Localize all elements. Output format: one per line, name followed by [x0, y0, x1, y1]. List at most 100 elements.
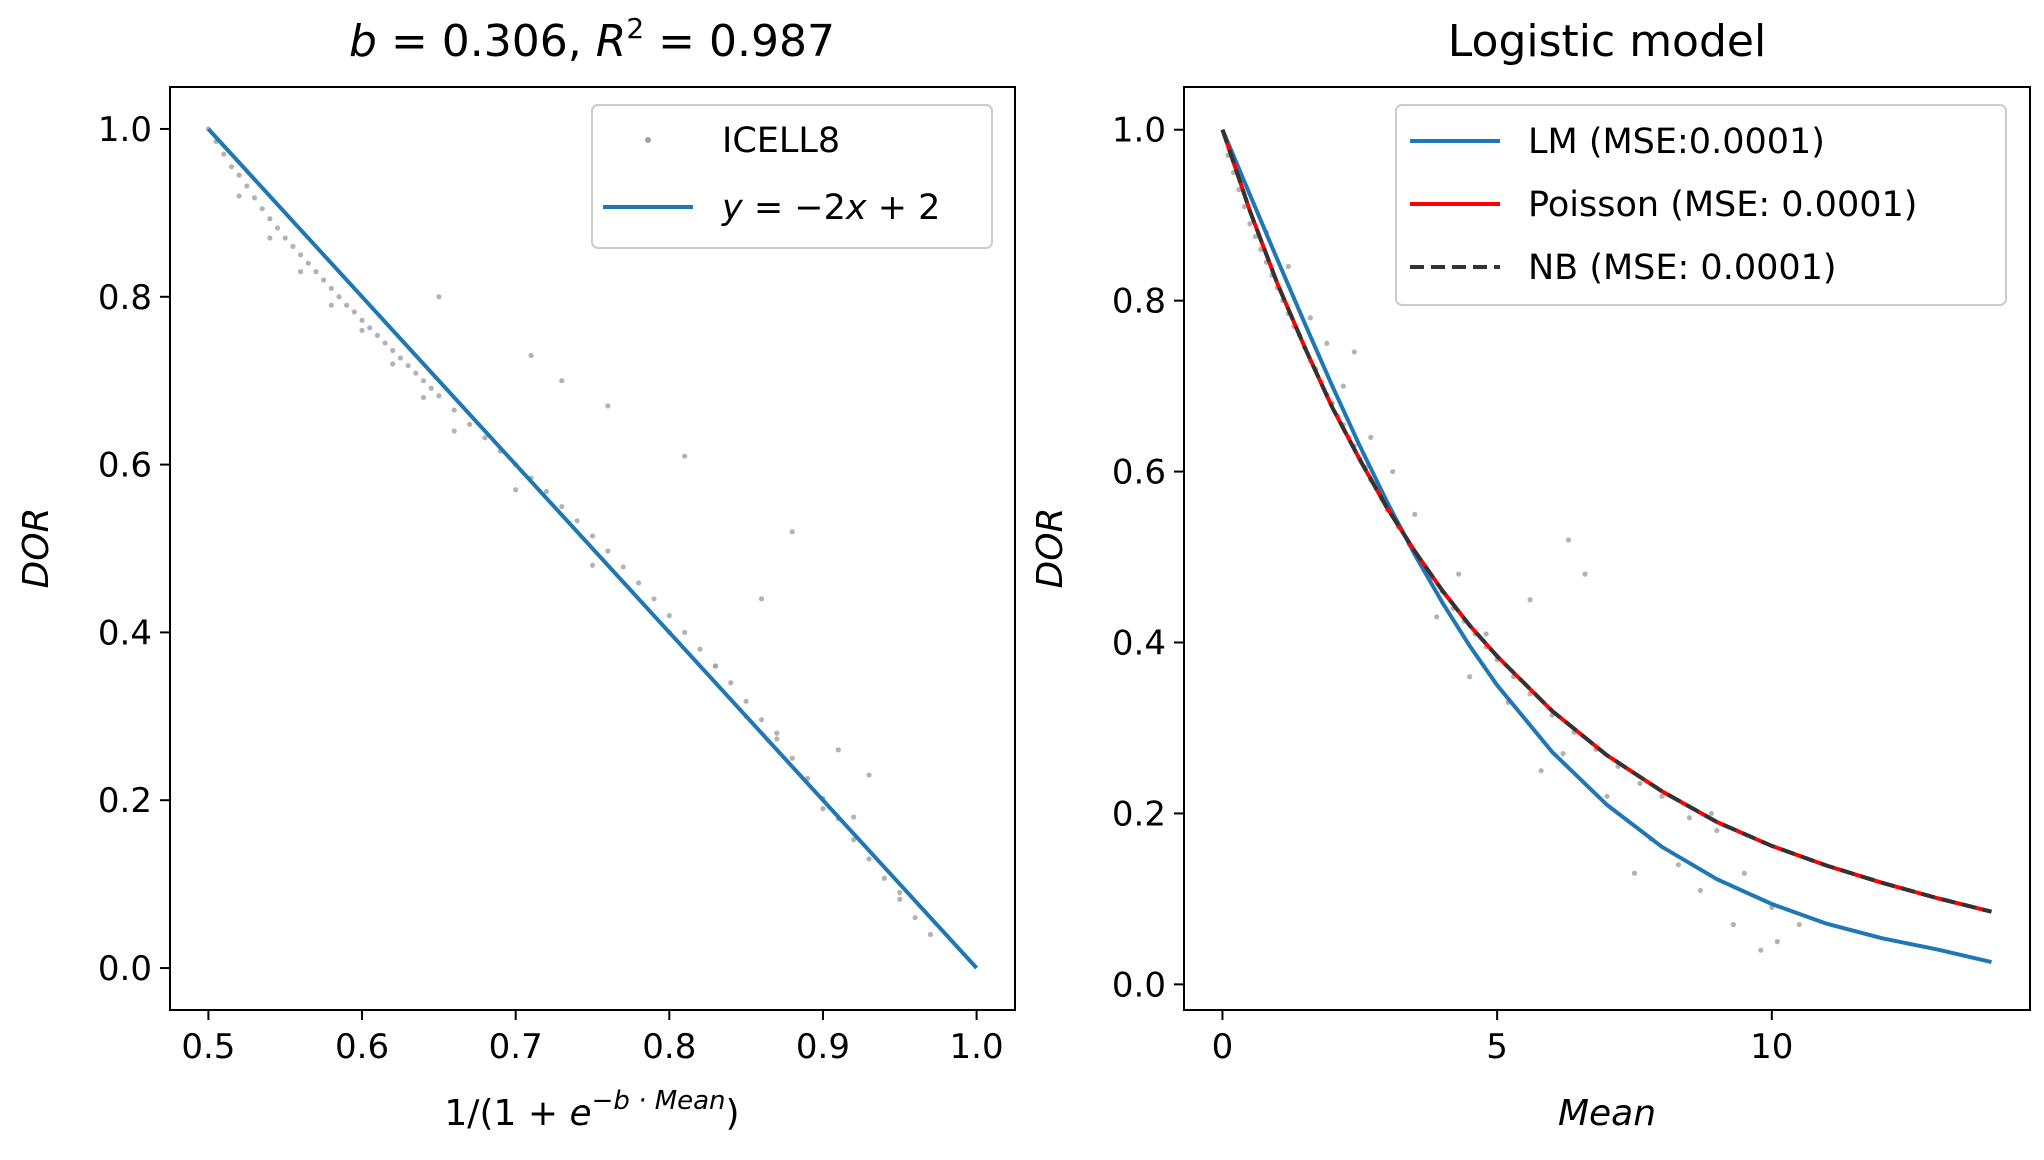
scatter-point	[1631, 870, 1638, 876]
x-tick-label: 1.0	[950, 1027, 1004, 1067]
scatter-point	[666, 613, 672, 619]
y-tick-label: 0.4	[98, 613, 152, 653]
scatter-point	[1697, 887, 1703, 893]
y-tick-label: 0.2	[1112, 794, 1166, 834]
scatter-point	[1637, 780, 1643, 787]
scatter-point	[758, 717, 765, 723]
scatter-point	[1675, 862, 1682, 868]
right-y-axis: 0.0 0.2 0.4 0.6 0.8 1.0	[1112, 111, 1184, 1005]
right-axes-frame	[1183, 86, 2031, 1011]
left-plot-area	[205, 126, 979, 970]
scatter-point	[390, 361, 396, 367]
right-chart: Logistic model 0 5 10 0.0 0.2 0.4 0.6 0.8 1.0 M…	[1030, 16, 2031, 1134]
scatter-point	[1714, 827, 1720, 834]
scatter-point	[413, 370, 419, 376]
left-legend: ICELL8 y = −2x + 2	[591, 104, 993, 249]
scatter-point	[451, 407, 457, 413]
right-x-axis-label: Mean	[1558, 1093, 1656, 1134]
scatter-point	[367, 325, 373, 331]
scatter-point	[282, 235, 288, 241]
scatter-point	[574, 518, 580, 524]
scatter-point	[835, 747, 841, 753]
scatter-point	[1434, 614, 1440, 620]
scatter-point	[1456, 571, 1462, 577]
scatter-point	[881, 875, 888, 881]
x-tick-label: 0.6	[335, 1027, 389, 1067]
scatter-point	[290, 243, 296, 250]
scatter-point	[897, 889, 903, 896]
scatter-point	[712, 663, 719, 669]
scatter-point	[774, 736, 780, 742]
scatter-point	[1565, 537, 1572, 543]
scatter-point	[1686, 815, 1693, 821]
scatter-point	[1247, 221, 1253, 227]
scatter-point	[236, 172, 242, 178]
x-tick-label: 0.8	[642, 1027, 696, 1067]
scatter-point	[912, 915, 918, 921]
scatter-point	[866, 856, 872, 862]
scatter-point	[244, 183, 250, 189]
scatter-point	[743, 698, 749, 704]
scatter-point	[1741, 870, 1747, 876]
scatter-point	[728, 680, 734, 686]
scatter-point	[397, 355, 404, 361]
scatter-point	[528, 352, 534, 359]
scatter-point	[359, 327, 365, 333]
scatter-point	[758, 596, 765, 602]
scatter-point	[466, 421, 473, 427]
scatter-point	[482, 435, 488, 441]
scatter-point	[1659, 793, 1665, 799]
scatter-point	[336, 294, 342, 300]
scatter-point	[359, 317, 365, 323]
scatter-point	[297, 269, 304, 275]
scatter-point	[1730, 921, 1736, 928]
left-chart-title: b = 0.306, R2 = 0.987	[349, 12, 835, 67]
scatter-point	[451, 428, 457, 434]
scatter-point	[1324, 340, 1330, 346]
x-tick-label: 0.5	[181, 1027, 235, 1067]
left-x-axis: 0.5 0.6 0.7 0.8 0.9 1.0	[181, 1010, 1004, 1067]
scatter-point	[559, 503, 565, 510]
scatter-point	[428, 385, 434, 391]
scatter-point	[344, 302, 350, 308]
scatter-point	[1527, 597, 1533, 603]
scatter-point	[436, 393, 442, 399]
x-tick-label: 5	[1486, 1027, 1508, 1067]
legend-fit-line-label: y = −2x + 2	[721, 188, 940, 228]
y-tick-label: 0.8	[98, 278, 152, 318]
scatter-point	[382, 340, 388, 346]
x-tick-label: 0.9	[796, 1027, 850, 1067]
scatter-point	[620, 564, 626, 570]
left-legend-box	[591, 104, 993, 249]
scatter-point	[267, 235, 273, 241]
scatter-point	[1708, 810, 1714, 817]
right-x-axis: 0 5 10	[1212, 1010, 1793, 1067]
x-tick-label: 0.7	[489, 1027, 543, 1067]
scatter-point	[405, 362, 411, 369]
scatter-point	[267, 216, 273, 222]
scatter-point	[1467, 674, 1473, 680]
scatter-point	[1307, 315, 1313, 321]
scatter-point	[1796, 921, 1802, 928]
scatter-point	[543, 488, 550, 495]
legend-poisson-label: Poisson (MSE: 0.0001)	[1528, 185, 1917, 225]
scatter-point	[313, 269, 319, 275]
scatter-point	[635, 580, 642, 586]
scatter-point	[789, 529, 795, 535]
scatter-point	[351, 309, 357, 315]
scatter-point	[682, 453, 688, 459]
y-tick-label: 0.6	[98, 446, 152, 486]
scatter-point	[1538, 768, 1544, 774]
x-tick-label: 10	[1750, 1027, 1793, 1067]
scatter-point	[774, 730, 780, 736]
scatter-point	[1390, 468, 1396, 475]
scatter-point	[1483, 631, 1489, 637]
y-tick-label: 1.0	[98, 110, 152, 150]
right-legend-box	[1395, 104, 2007, 306]
scatter-point	[374, 332, 381, 338]
scatter-point	[436, 294, 442, 300]
y-tick-label: 0.0	[1112, 965, 1166, 1005]
right-chart-title: Logistic model	[1448, 16, 1766, 67]
scatter-point	[1340, 383, 1346, 389]
